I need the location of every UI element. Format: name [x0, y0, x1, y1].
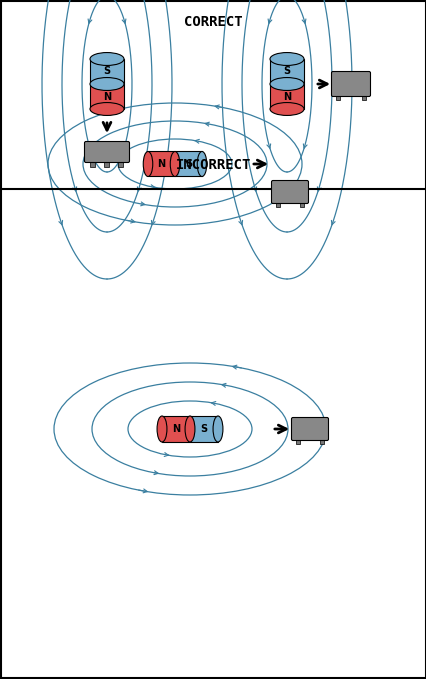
Text: N: N — [157, 159, 165, 169]
Ellipse shape — [269, 52, 303, 65]
FancyBboxPatch shape — [331, 71, 370, 96]
Bar — [335, 95, 339, 100]
Ellipse shape — [90, 103, 124, 115]
Ellipse shape — [157, 416, 167, 442]
Bar — [361, 95, 365, 100]
Bar — [319, 439, 323, 444]
Bar — [190, 416, 218, 442]
Ellipse shape — [143, 151, 153, 177]
Bar — [275, 202, 279, 207]
Ellipse shape — [90, 77, 124, 90]
Text: N: N — [172, 424, 180, 434]
Bar — [269, 59, 303, 84]
Bar — [90, 84, 124, 109]
Ellipse shape — [213, 416, 222, 442]
Text: INCORRECT: INCORRECT — [176, 158, 250, 172]
Ellipse shape — [90, 52, 124, 65]
FancyBboxPatch shape — [271, 181, 308, 204]
Text: S: S — [283, 67, 290, 77]
Text: S: S — [184, 159, 192, 169]
Bar — [104, 161, 109, 167]
FancyBboxPatch shape — [291, 418, 328, 441]
Text: S: S — [103, 67, 110, 77]
Bar — [148, 151, 175, 177]
Bar — [269, 84, 303, 109]
Bar — [90, 59, 124, 84]
Text: N: N — [103, 92, 111, 101]
Ellipse shape — [197, 151, 206, 177]
Bar — [175, 151, 201, 177]
Bar — [299, 202, 303, 207]
Bar — [161, 416, 190, 442]
Text: S: S — [200, 424, 207, 434]
Bar — [90, 161, 95, 167]
Ellipse shape — [269, 77, 303, 90]
Text: N: N — [282, 92, 291, 101]
Bar — [295, 439, 299, 444]
Ellipse shape — [269, 103, 303, 115]
Text: CORRECT: CORRECT — [184, 16, 242, 29]
Bar — [118, 161, 123, 167]
Ellipse shape — [184, 416, 195, 442]
FancyBboxPatch shape — [84, 141, 129, 162]
Ellipse shape — [170, 151, 179, 177]
